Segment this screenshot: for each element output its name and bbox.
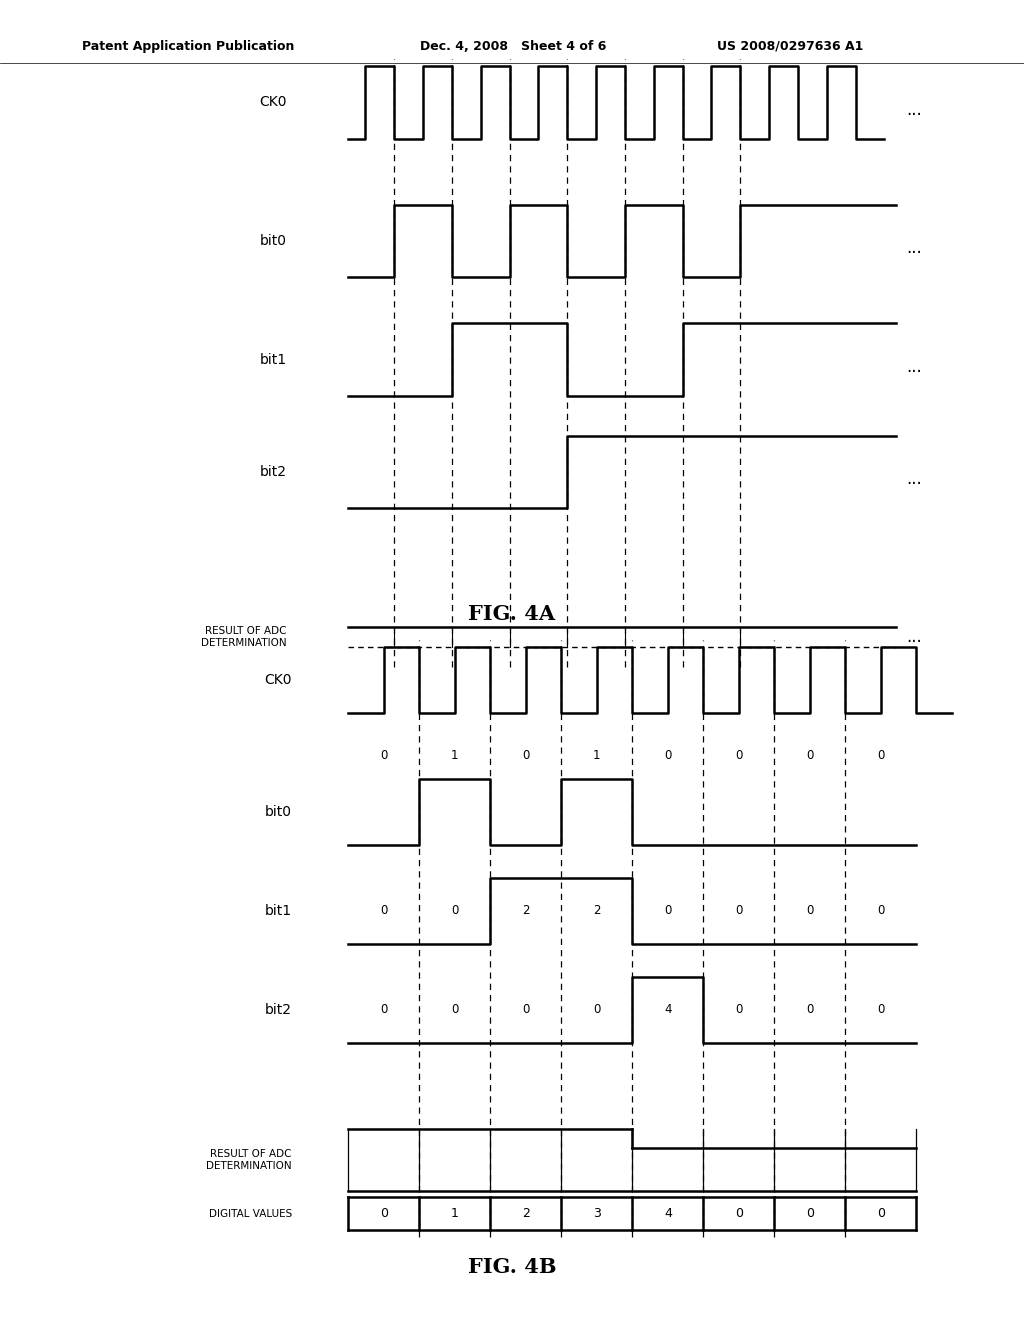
Text: 0: 0 [877, 1208, 885, 1220]
Text: ...: ... [906, 628, 922, 645]
Text: 0: 0 [380, 1208, 388, 1220]
Text: bit0: bit0 [260, 234, 287, 248]
Text: US 2008/0297636 A1: US 2008/0297636 A1 [717, 40, 863, 53]
Text: 0: 0 [735, 904, 742, 917]
Text: 0: 0 [735, 750, 742, 762]
Text: 0: 0 [380, 1003, 387, 1016]
Text: DIGITAL VALUES: DIGITAL VALUES [209, 1209, 292, 1218]
Text: 0: 0 [878, 904, 885, 917]
Text: bit0: bit0 [265, 805, 292, 818]
Text: 0: 0 [522, 750, 529, 762]
Text: 0: 0 [665, 750, 672, 762]
Text: 2: 2 [593, 904, 600, 917]
Text: 0: 0 [380, 750, 387, 762]
Text: 0: 0 [806, 904, 814, 917]
Text: ...: ... [906, 239, 922, 257]
Text: 0: 0 [665, 904, 672, 917]
Text: bit1: bit1 [265, 904, 292, 917]
Text: 1: 1 [451, 750, 459, 762]
Text: 0: 0 [451, 1003, 459, 1016]
Text: 0: 0 [451, 904, 459, 917]
Text: bit2: bit2 [265, 1003, 292, 1016]
Text: Patent Application Publication: Patent Application Publication [82, 40, 294, 53]
Text: bit2: bit2 [260, 465, 287, 479]
Text: 2: 2 [522, 1208, 529, 1220]
Text: 0: 0 [806, 1003, 814, 1016]
Text: 1: 1 [451, 1208, 459, 1220]
Text: FIG. 4B: FIG. 4B [468, 1257, 556, 1278]
Text: 0: 0 [735, 1003, 742, 1016]
Text: 0: 0 [806, 750, 814, 762]
Text: RESULT OF ADC
DETERMINATION: RESULT OF ADC DETERMINATION [201, 626, 287, 648]
Text: 0: 0 [878, 1003, 885, 1016]
Text: ...: ... [906, 470, 922, 488]
Text: CK0: CK0 [259, 95, 287, 110]
Text: 3: 3 [593, 1208, 601, 1220]
Text: CK0: CK0 [264, 673, 292, 686]
Text: 4: 4 [665, 1003, 672, 1016]
Text: 2: 2 [522, 904, 529, 917]
Text: 0: 0 [380, 904, 387, 917]
Text: 0: 0 [522, 1003, 529, 1016]
Text: RESULT OF ADC
DETERMINATION: RESULT OF ADC DETERMINATION [206, 1148, 292, 1171]
Text: Dec. 4, 2008   Sheet 4 of 6: Dec. 4, 2008 Sheet 4 of 6 [420, 40, 606, 53]
Text: ...: ... [906, 100, 922, 119]
Text: bit1: bit1 [260, 352, 287, 367]
Text: 4: 4 [664, 1208, 672, 1220]
Text: FIG. 4A: FIG. 4A [468, 603, 556, 624]
Text: 0: 0 [806, 1208, 814, 1220]
Text: 0: 0 [735, 1208, 742, 1220]
Text: 1: 1 [593, 750, 600, 762]
Text: ...: ... [906, 358, 922, 376]
Text: 0: 0 [593, 1003, 600, 1016]
Text: 0: 0 [878, 750, 885, 762]
